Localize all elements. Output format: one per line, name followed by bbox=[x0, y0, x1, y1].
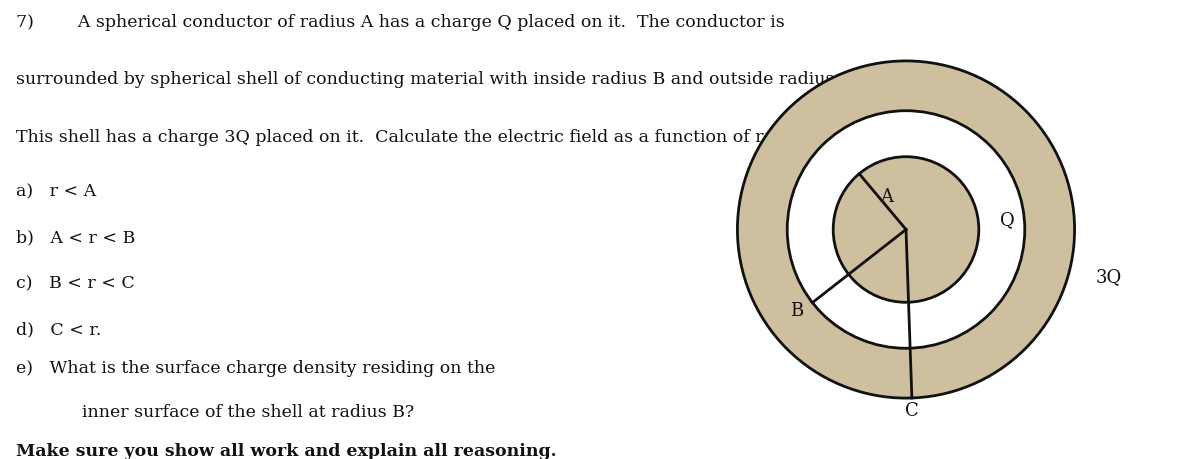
Text: B: B bbox=[790, 302, 804, 320]
Text: b)   A < r < B: b) A < r < B bbox=[16, 230, 134, 246]
Text: a)   r < A: a) r < A bbox=[16, 184, 96, 201]
Text: C: C bbox=[905, 403, 919, 420]
Circle shape bbox=[738, 61, 1074, 398]
Text: inner surface of the shell at radius B?: inner surface of the shell at radius B? bbox=[82, 404, 414, 421]
Circle shape bbox=[787, 111, 1025, 348]
Text: 3Q: 3Q bbox=[1096, 269, 1122, 286]
Text: c)   B < r < C: c) B < r < C bbox=[16, 275, 134, 292]
Text: e)   What is the surface charge density residing on the: e) What is the surface charge density re… bbox=[16, 360, 494, 377]
Text: A: A bbox=[881, 188, 893, 206]
Text: Q: Q bbox=[1000, 211, 1015, 229]
Text: Make sure you show all work and explain all reasoning.: Make sure you show all work and explain … bbox=[16, 443, 557, 459]
Text: d)   C < r.: d) C < r. bbox=[16, 321, 101, 338]
Text: This shell has a charge 3Q placed on it.  Calculate the electric field as a func: This shell has a charge 3Q placed on it.… bbox=[16, 129, 870, 146]
Text: surrounded by spherical shell of conducting material with inside radius B and ou: surrounded by spherical shell of conduct… bbox=[16, 71, 858, 88]
Text: 7)        A spherical conductor of radius A has a charge Q placed on it.  The co: 7) A spherical conductor of radius A has… bbox=[16, 14, 785, 31]
Circle shape bbox=[833, 157, 979, 302]
